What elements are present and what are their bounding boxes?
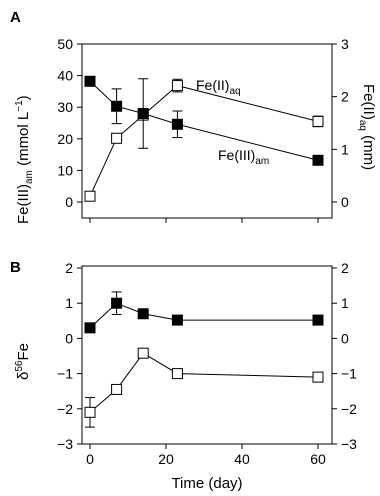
panel-a-left-ticks: 0 10 20 30 40 50 <box>57 36 82 210</box>
fe-ii-aq-line <box>89 85 319 197</box>
panel-b: B −3 −2 −1 0 1 2 −3 −2 −1 0 1 2 0 20 40 60 δ56Fe Time… <box>10 259 357 492</box>
fe-iii-am-point <box>84 75 96 87</box>
delta-open-line <box>89 352 319 413</box>
panel-b-left-tick-label: −3 <box>57 436 73 452</box>
panel-b-label: B <box>10 259 21 276</box>
panel-b-right-tick-label: 1 <box>341 295 349 311</box>
delta-open-point <box>171 368 183 380</box>
delta-open-point <box>137 347 149 359</box>
panel-a-left-tick-label: 40 <box>57 68 73 84</box>
panel-a-series <box>84 75 324 202</box>
panel-b-right-tick-label: −1 <box>341 366 357 382</box>
panel-b-right-tick-label: −2 <box>341 401 357 417</box>
panel-a-y2-axis-label: Fe(II)aq (mm) <box>357 84 377 170</box>
panel-b-bottom-ticks: 0 20 40 60 <box>86 444 326 467</box>
fe-ii-aq-point <box>312 115 324 127</box>
fe-iii-am-line <box>89 80 319 161</box>
panel-b-bottom-tick-label: 40 <box>234 451 250 467</box>
delta-open-point <box>312 371 324 383</box>
panel-b-right-tick-label: −3 <box>341 436 357 452</box>
fe-iii-am-point <box>137 108 149 120</box>
delta-filled-point <box>84 322 96 334</box>
panel-a-left-tick-label: 10 <box>57 162 73 178</box>
panel-a-bottom-ticks <box>89 218 319 223</box>
fe-iii-am-point <box>171 118 183 130</box>
panel-b-series <box>84 291 324 428</box>
annotation-fe-iii-am: Fe(III)am <box>218 147 269 167</box>
panel-a-right-tick-label: 0 <box>341 194 349 210</box>
panel-b-bottom-tick-label: 60 <box>310 451 326 467</box>
panel-a-left-tick-label: 0 <box>65 194 73 210</box>
panel-b-right-tick-label: 0 <box>341 330 349 346</box>
delta-filled-point <box>312 314 324 326</box>
panel-b-bottom-tick-label: 0 <box>86 451 94 467</box>
panel-b-y-axis-label: δ56Fe <box>14 343 32 380</box>
panel-a-right-ticks: 0 1 2 3 <box>332 36 349 210</box>
panel-b-right-tick-label: 2 <box>341 260 349 276</box>
panel-b-right-ticks: −3 −2 −1 0 1 2 <box>332 260 357 452</box>
panel-a-right-tick-label: 2 <box>341 89 349 105</box>
panel-a-left-tick-label: 50 <box>57 36 73 52</box>
panel-b-left-tick-label: −2 <box>57 401 73 417</box>
panel-a-label: A <box>10 9 21 26</box>
panel-a-left-tick-label: 30 <box>57 99 73 115</box>
delta-filled-point <box>137 308 149 320</box>
panel-a-frame <box>81 43 333 219</box>
panel-a-right-tick-label: 3 <box>341 36 349 52</box>
panel-a-left-tick-label: 20 <box>57 131 73 147</box>
annotation-fe-ii-aq: Fe(II)aq <box>196 77 241 97</box>
panel-a-y-axis-label: Fe(III)am (mmol L−1) <box>14 95 35 224</box>
panel-b-frame <box>81 265 333 445</box>
delta-open-point <box>84 406 96 418</box>
fe-ii-aq-point <box>171 80 183 92</box>
panel-a-right-tick-label: 1 <box>341 141 349 157</box>
panel-b-left-tick-label: 0 <box>65 330 73 346</box>
fe-iii-am-point <box>312 154 324 166</box>
panel-b-bottom-tick-label: 20 <box>158 451 174 467</box>
fe-ii-aq-point <box>111 132 123 144</box>
panel-b-left-tick-label: 2 <box>65 260 73 276</box>
panel-b-left-tick-label: −1 <box>57 366 73 382</box>
fe-iii-am-point <box>111 100 123 112</box>
delta-filled-point <box>111 297 123 309</box>
panel-b-left-tick-label: 1 <box>65 295 73 311</box>
panel-b-left-ticks: −3 −2 −1 0 1 2 <box>57 260 82 452</box>
delta-open-point <box>111 383 123 395</box>
fe-ii-aq-point <box>84 190 96 202</box>
x-axis-label: Time (day) <box>171 475 242 492</box>
delta-filled-point <box>171 314 183 326</box>
delta-filled-line <box>89 302 318 329</box>
